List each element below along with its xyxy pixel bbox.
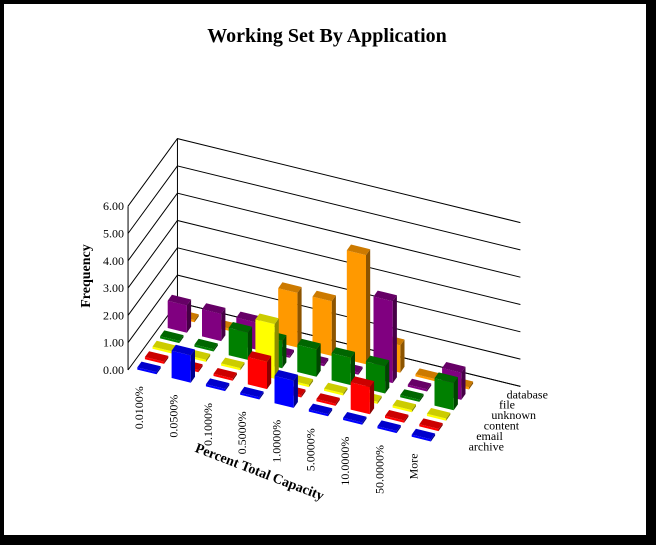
bar-unknown-1 <box>194 338 218 352</box>
chart-svg: Working Set By Application 0.00 1.00 2.00 3… <box>79 25 548 504</box>
gridline <box>127 219 521 305</box>
x-tick-label: 5.0000% <box>304 428 318 471</box>
bar-file-7 <box>407 378 432 392</box>
bar-content-2 <box>221 357 245 371</box>
bars-layer <box>137 244 474 442</box>
gridline <box>127 138 521 224</box>
y-tick-label: 4.00 <box>103 254 124 268</box>
y-tick-label: 5.00 <box>103 227 124 241</box>
bar-unknown-7 <box>400 389 424 402</box>
x-tick-label: More <box>407 453 421 479</box>
series-label: content <box>484 419 520 433</box>
series-label: file <box>499 398 515 412</box>
bar-archive-3 <box>240 386 264 400</box>
y-tick-label: 3.00 <box>103 281 124 295</box>
bar-content-5 <box>324 382 348 396</box>
y-tick-label: 2.00 <box>103 308 124 322</box>
bar-email-5 <box>316 393 340 406</box>
bar-database-3 <box>278 282 302 348</box>
bar-unknown-5 <box>331 347 355 386</box>
bar-content-7 <box>392 399 416 413</box>
bar-email-7 <box>385 410 409 423</box>
grid-layer <box>127 138 521 387</box>
gridline <box>127 274 521 360</box>
bar-email-0 <box>144 351 169 364</box>
x-tick-label: 10.0000% <box>338 437 352 486</box>
gridline <box>127 247 521 333</box>
gridline <box>127 165 521 251</box>
bar-file-0 <box>167 294 192 333</box>
bar-email-8 <box>419 418 443 432</box>
bar-email-3 <box>247 351 272 390</box>
bar-database-5 <box>346 244 371 365</box>
series-label: archive <box>469 439 504 453</box>
bar-archive-0 <box>137 361 161 375</box>
x-tick-label: 1.0000% <box>269 420 283 463</box>
bar-database-4 <box>312 290 336 356</box>
y-tick-label: 1.00 <box>103 336 124 350</box>
x-tick-label: 50.0000% <box>372 445 386 494</box>
series-label: database <box>507 387 548 401</box>
bar-archive-8 <box>411 428 436 442</box>
bar-unknown-8 <box>434 372 458 411</box>
bar-archive-7 <box>377 420 401 434</box>
x-tick-label: 0.0100% <box>132 386 146 429</box>
y-tick-label: 0.00 <box>103 363 124 377</box>
gridline <box>127 192 521 278</box>
bar-content-8 <box>426 408 451 421</box>
series-label: unknown <box>491 408 536 422</box>
chart-title: Working Set By Application <box>207 25 447 47</box>
x-tick-label: 0.5000% <box>235 411 249 454</box>
chart-frame: Working Set By Application 0.00 1.00 2.00 3… <box>4 4 646 535</box>
x-tick-label: 0.1000% <box>201 403 215 446</box>
bar-archive-4 <box>274 370 298 408</box>
bar-archive-5 <box>308 403 333 417</box>
bar-file-1 <box>202 303 226 342</box>
bar-unknown-2 <box>228 322 253 360</box>
bar-archive-1 <box>171 344 195 383</box>
x-tick-label: 0.0500% <box>167 395 181 438</box>
bar-archive-2 <box>205 378 230 392</box>
bar-archive-6 <box>343 412 367 425</box>
series-label: email <box>476 429 503 443</box>
y-tick-label: 6.00 <box>103 199 124 213</box>
bar-unknown-4 <box>297 338 321 377</box>
labels-layer: 0.00 1.00 2.00 3.00 4.00 5.00 6.00 0.0100% 0.050… <box>103 199 548 494</box>
bar-unknown-0 <box>160 330 184 344</box>
bar-email-2 <box>213 368 237 381</box>
y-axis-title: Frequency <box>79 244 94 308</box>
bar-email-6 <box>350 376 375 415</box>
